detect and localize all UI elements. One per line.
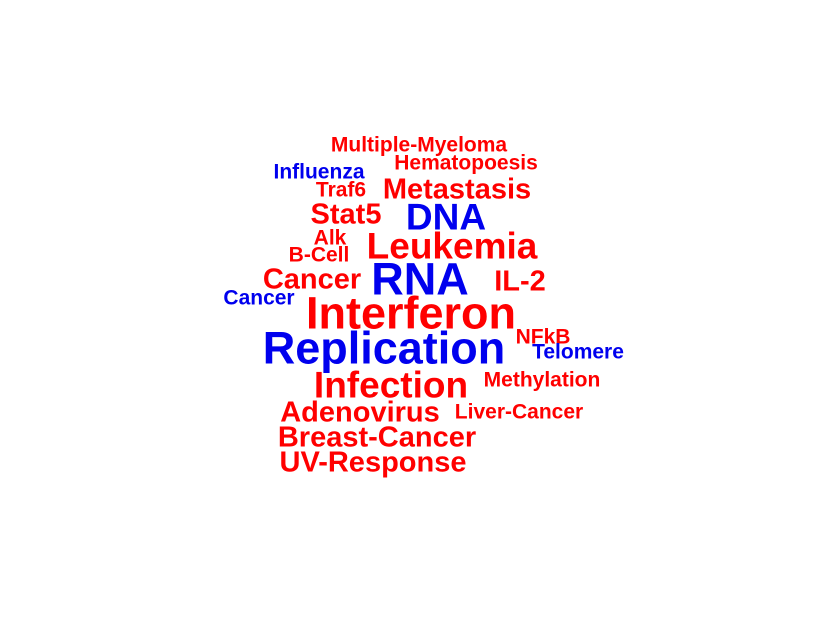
word-uv-response: UV-Response (279, 446, 467, 479)
word-il-2: IL-2 (494, 265, 546, 298)
word-interferon: Interferon (305, 287, 517, 339)
word-metastasis: Metastasis (382, 173, 532, 206)
word-rna: RNA (371, 253, 469, 305)
word-replication: Replication (262, 322, 506, 374)
word-b-cell: B-Cell (288, 243, 350, 267)
word-leukemia: Leukemia (366, 225, 538, 267)
word-cancer-red: Cancer (262, 263, 362, 296)
word-methylation: Methylation (483, 368, 601, 392)
word-infection: Infection (313, 364, 469, 406)
word-dna: DNA (405, 196, 487, 238)
word-influenza: Influenza (273, 160, 365, 184)
word-alk: Alk (313, 226, 347, 250)
word-nfkb: NFkB (515, 325, 571, 349)
word-cancer-blue: Cancer (223, 286, 295, 310)
word-adenovirus: Adenovirus (280, 396, 440, 429)
word-hematopoesis: Hematopoesis (394, 151, 538, 175)
word-telomere: Telomere (532, 340, 624, 364)
word-traf6: Traf6 (315, 178, 367, 202)
word-multiple-myeloma: Multiple-Myeloma (330, 133, 508, 157)
word-liver-cancer: Liver-Cancer (454, 400, 584, 424)
word-breast-cancer: Breast-Cancer (277, 421, 477, 454)
word-stat5: Stat5 (310, 198, 382, 231)
